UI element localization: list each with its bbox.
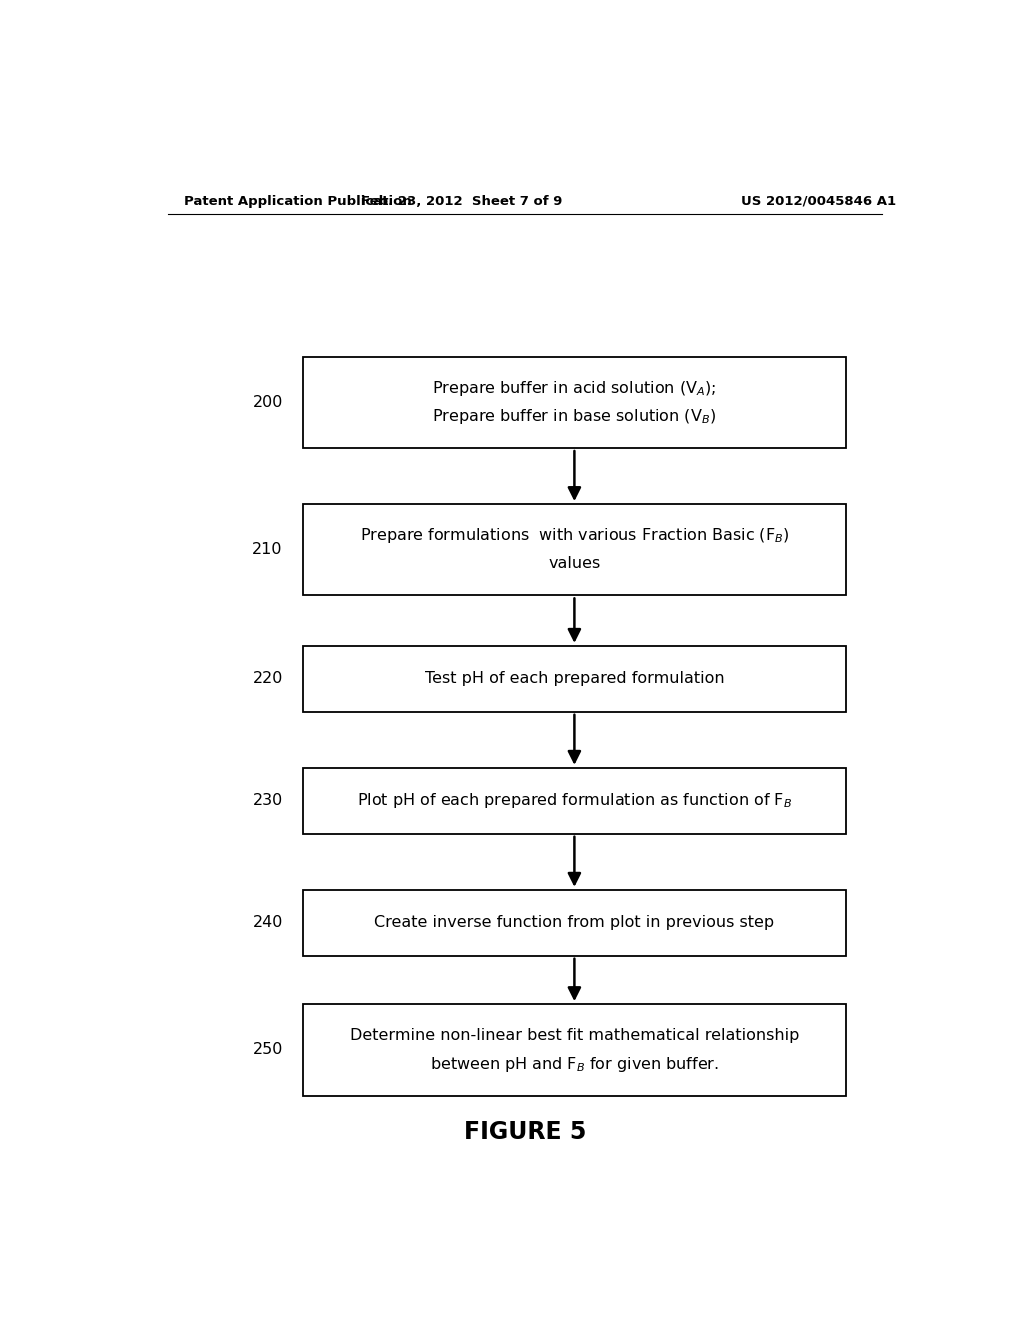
Text: Prepare formulations  with various Fraction Basic (F$_B$): Prepare formulations with various Fracti… [359,525,790,545]
FancyBboxPatch shape [303,504,846,595]
Text: 230: 230 [253,793,283,808]
Text: Plot pH of each prepared formulation as function of F$_B$: Plot pH of each prepared formulation as … [356,791,792,810]
Text: 210: 210 [252,543,283,557]
FancyBboxPatch shape [303,890,846,956]
FancyBboxPatch shape [303,1005,846,1096]
Text: FIGURE 5: FIGURE 5 [464,1121,586,1144]
Text: Create inverse function from plot in previous step: Create inverse function from plot in pre… [375,915,774,931]
Text: 240: 240 [252,915,283,931]
FancyBboxPatch shape [303,768,846,834]
Text: Feb. 23, 2012  Sheet 7 of 9: Feb. 23, 2012 Sheet 7 of 9 [360,194,562,207]
Text: Test pH of each prepared formulation: Test pH of each prepared formulation [425,672,724,686]
Text: values: values [548,557,600,572]
Text: Prepare buffer in acid solution (V$_A$);: Prepare buffer in acid solution (V$_A$); [432,379,717,397]
Text: Determine non-linear best fit mathematical relationship: Determine non-linear best fit mathematic… [350,1028,799,1043]
Text: Patent Application Publication: Patent Application Publication [183,194,412,207]
Text: Prepare buffer in base solution (V$_B$): Prepare buffer in base solution (V$_B$) [432,407,717,426]
FancyBboxPatch shape [303,356,846,447]
Text: 220: 220 [252,672,283,686]
Text: US 2012/0045846 A1: US 2012/0045846 A1 [741,194,896,207]
Text: 250: 250 [252,1043,283,1057]
Text: between pH and F$_B$ for given buffer.: between pH and F$_B$ for given buffer. [430,1055,719,1073]
Text: 200: 200 [252,395,283,409]
FancyBboxPatch shape [303,645,846,711]
